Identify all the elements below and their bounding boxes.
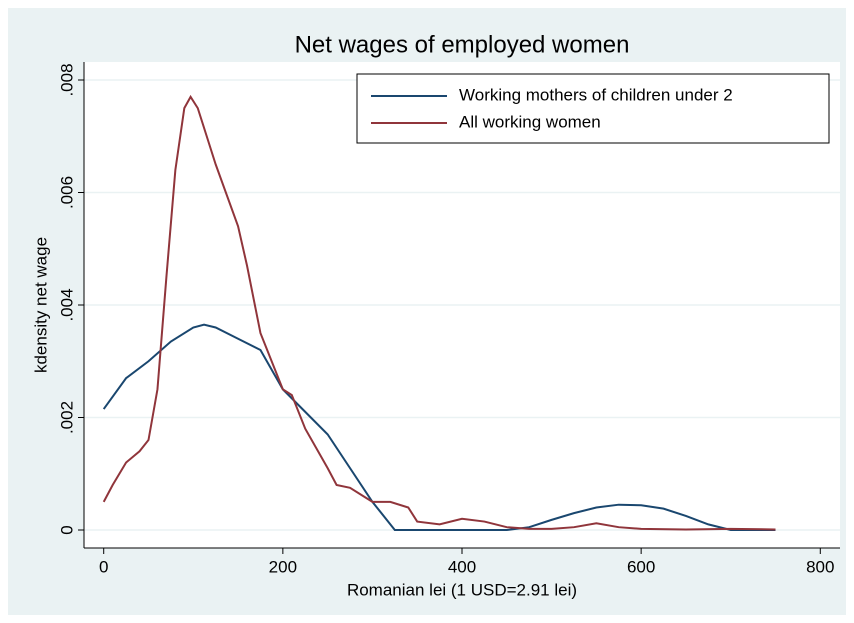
series-line <box>102 323 776 531</box>
x-tick-label: 800 <box>806 557 834 576</box>
legend-label: All working women <box>459 112 601 131</box>
y-tick-label: .008 <box>57 63 76 96</box>
x-tick-label: 400 <box>448 557 476 576</box>
y-tick-label: .002 <box>57 401 76 434</box>
legend-label: Working mothers of children under 2 <box>459 85 733 104</box>
x-tick-label: 600 <box>627 557 655 576</box>
y-axis-label: kdensity net wage <box>31 237 50 373</box>
chart-title: Net wages of employed women <box>295 31 630 58</box>
y-tick-label: .004 <box>57 288 76 321</box>
x-tick-label: 200 <box>269 557 297 576</box>
x-axis-label: Romanian lei (1 USD=2.91 lei) <box>347 580 577 599</box>
y-tick-label: .006 <box>57 176 76 209</box>
y-tick-label: 0 <box>57 525 76 534</box>
legend-box <box>356 73 830 144</box>
x-tick-label: 0 <box>99 557 108 576</box>
series-line <box>102 94 776 531</box>
